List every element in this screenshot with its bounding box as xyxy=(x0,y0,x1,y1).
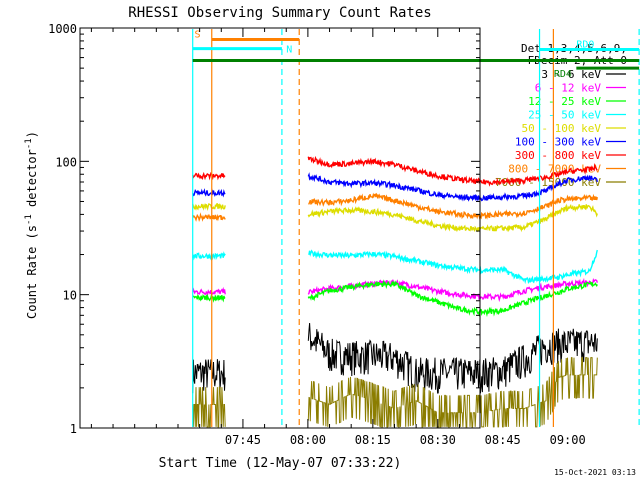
y-tick-label: 100 xyxy=(55,155,77,169)
y-label-sup2: -1 xyxy=(24,138,34,149)
x-tick-label: 08:15 xyxy=(355,433,391,447)
x-tick-label: 08:45 xyxy=(485,433,521,447)
flag-label: RD4 xyxy=(554,69,572,80)
x-tick-label: 09:00 xyxy=(550,433,586,447)
series-line xyxy=(307,279,598,317)
legend-label: 50 - 100 keV xyxy=(522,122,602,135)
series-line xyxy=(307,357,598,428)
series-line xyxy=(307,155,598,187)
series-line xyxy=(192,286,226,297)
series-line xyxy=(192,386,226,428)
legend-label: 6 - 12 keV xyxy=(535,82,602,95)
y-label-end: ) xyxy=(25,131,39,138)
y-label-mid: detector xyxy=(25,149,39,214)
series-line xyxy=(308,192,598,221)
series-line xyxy=(308,249,598,285)
series-line xyxy=(307,172,598,202)
series-line xyxy=(192,359,226,394)
x-tick-label: 07:45 xyxy=(225,433,261,447)
series-line xyxy=(192,251,226,261)
annotation-layer: S N RD0 RD4 xyxy=(192,29,640,427)
series-line xyxy=(192,202,226,212)
x-axis-label: Start Time (12-May-07 07:33:22) xyxy=(159,456,402,471)
y-axis-label: Count Rate (s-1 detector-1) xyxy=(24,131,39,319)
x-tick-label: 08:30 xyxy=(420,433,456,447)
series-line xyxy=(307,322,598,394)
legend-label: 12 - 25 keV xyxy=(528,95,601,108)
series-line xyxy=(192,171,226,181)
series-layer xyxy=(192,155,598,428)
y-tick-label: 1 xyxy=(70,422,77,436)
legend-label: 800 - 7000 keV xyxy=(508,163,601,176)
series-line xyxy=(307,203,598,233)
legend-label: 7000 - 15000 keV xyxy=(495,176,601,189)
series-line xyxy=(192,212,226,223)
legend-label: 100 - 300 keV xyxy=(515,136,601,149)
series-line xyxy=(192,292,226,303)
x-tick-label: 08:00 xyxy=(290,433,326,447)
svg-text:Count Rate (s-1 detector-1): Count Rate (s-1 detector-1) xyxy=(24,131,39,319)
flag-label: N xyxy=(286,45,292,56)
chart-title: RHESSI Observing Summary Count Rates xyxy=(128,5,431,21)
legend-label: 25 - 50 keV xyxy=(528,109,601,122)
legend: Det 1,3,4,5,6,9, FDecim 2, Att 0 3 - 6 k… xyxy=(495,42,627,189)
plot-frame xyxy=(79,27,481,429)
y-tick-label: 1000 xyxy=(48,22,77,36)
series-line xyxy=(192,188,226,198)
flag-label: S xyxy=(194,29,200,40)
legend-label: 3 - 6 keV xyxy=(541,68,601,81)
flag-label: RD0 xyxy=(576,39,594,50)
legend-label: 300 - 800 keV xyxy=(515,149,601,162)
y-label-main: Count Rate (s xyxy=(25,225,39,319)
axes: 1 10 100 1000 07:45 08:00 08:15 08:30 08:45 09:00 xyxy=(48,22,586,447)
y-label-sup1: -1 xyxy=(24,214,34,225)
footer-timestamp: 15-Oct-2021 03:13 xyxy=(554,468,636,477)
y-tick-label: 10 xyxy=(63,289,77,303)
